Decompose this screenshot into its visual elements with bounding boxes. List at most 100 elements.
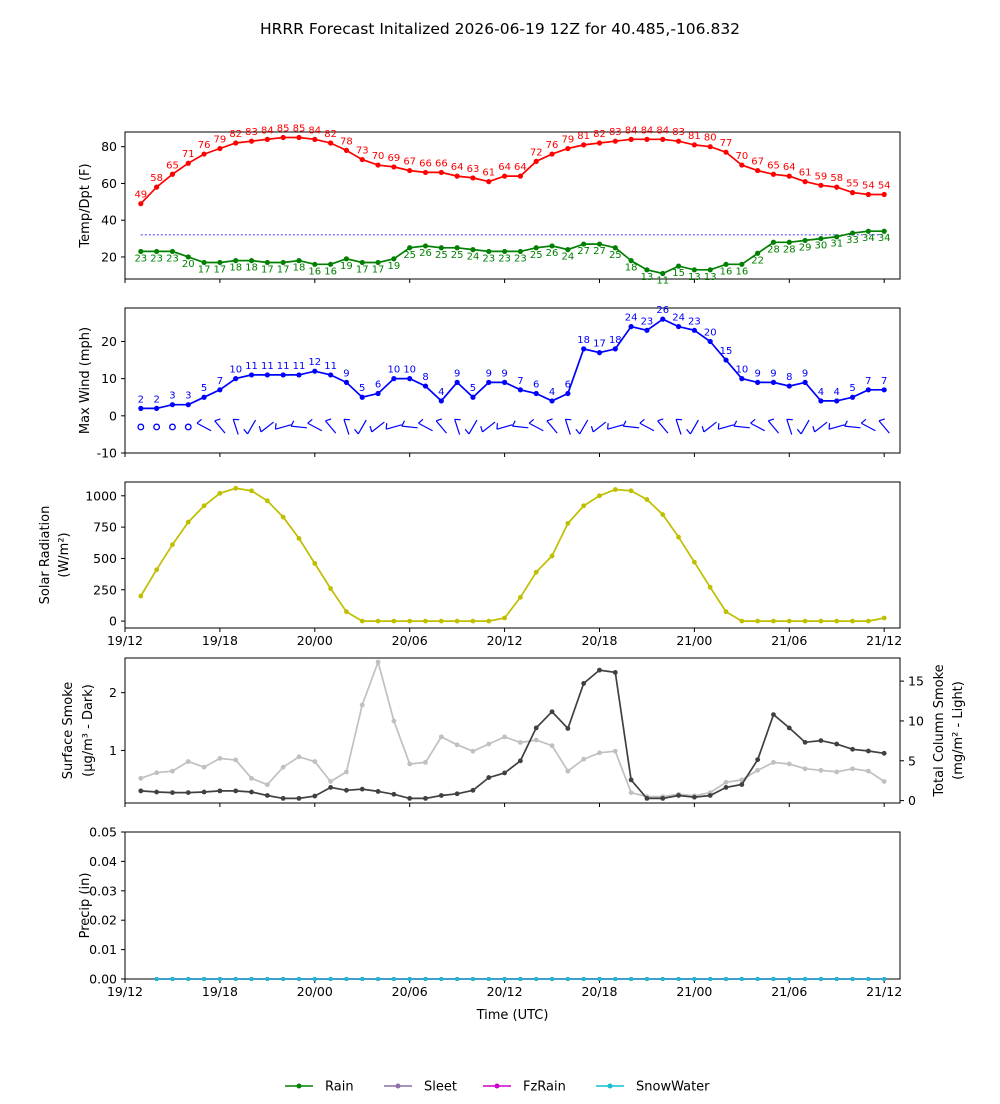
solar-series-point <box>850 619 855 624</box>
smoke-light-series-point <box>297 754 302 759</box>
temp-series-data-label: 82 <box>229 129 242 140</box>
wind-barb-icon <box>815 422 828 432</box>
y-tick-label: 40 <box>101 213 117 228</box>
wind-series-data-label: 9 <box>454 368 460 379</box>
smoke-light-series-point <box>882 779 887 784</box>
smoke-light-series-point <box>597 750 602 755</box>
y-tick-label: 0.05 <box>89 825 117 840</box>
temp-series-data-label: 67 <box>403 157 416 168</box>
dewpoint-series-data-label: 27 <box>577 246 590 257</box>
legend-label: Sleet <box>424 1080 457 1095</box>
smoke-dark-series-point <box>581 681 586 686</box>
solar-series-point <box>312 561 317 566</box>
solar-series-point <box>866 619 871 624</box>
temp-series-data-label: 84 <box>308 125 321 136</box>
wind-series-point <box>708 339 713 344</box>
temp-series-point <box>344 148 349 153</box>
y-tick-label: 10 <box>101 371 117 386</box>
temp-series-data-label: 58 <box>150 173 163 184</box>
wind-series-point <box>644 328 649 333</box>
wind-series-point <box>850 395 855 400</box>
dewpoint-series-data-label: 11 <box>656 275 669 286</box>
x-tick-label: 21/06 <box>771 633 807 648</box>
wind-series-data-label: 9 <box>770 368 776 379</box>
wind-barb-icon <box>248 420 256 434</box>
solar-series-point <box>550 554 555 559</box>
temp-series-point <box>882 192 887 197</box>
wind-barb-flag-icon <box>687 429 691 434</box>
smoke-dark-series-point <box>455 791 460 796</box>
y-tick-label: 0.04 <box>89 854 117 869</box>
smoke-light-series-point <box>376 660 381 665</box>
dewpoint-series-data-label: 18 <box>293 263 306 274</box>
x-tick-label: 20/18 <box>581 633 617 648</box>
wind-series-point <box>676 324 681 329</box>
snowwater-series-point <box>597 977 601 981</box>
x-tick-label: 20/06 <box>392 633 428 648</box>
smoke-light-series-point <box>217 756 222 761</box>
wind-series-point <box>233 376 238 381</box>
snowwater-series-point <box>202 977 206 981</box>
wind-series-data-label: 5 <box>359 383 365 394</box>
smoke-dark-series-point <box>312 794 317 799</box>
wind-barb-flag-icon <box>386 423 387 429</box>
solar-series-point <box>249 488 254 493</box>
solar-series <box>138 486 886 624</box>
temp-series-point <box>692 142 697 147</box>
wind-barb-flag-icon <box>370 426 372 432</box>
legend-swatch-marker <box>297 1084 302 1089</box>
solar-series-point <box>486 619 491 624</box>
dewpoint-series-data-label: 34 <box>862 233 875 244</box>
temp-series-data-label: 83 <box>609 127 622 138</box>
temp-series-data-label: 82 <box>593 129 606 140</box>
snowwater-series-point <box>835 977 839 981</box>
wind-series-point <box>249 372 254 377</box>
wind-barb-flag-icon <box>497 423 498 429</box>
smoke-dark-series-point <box>281 796 286 801</box>
smoke-light-series-point <box>486 742 491 747</box>
y-tick-label: 0.02 <box>89 913 117 928</box>
smoke-dark-series-point <box>787 726 792 731</box>
smoke-dark-series-point <box>803 740 808 745</box>
wind-barb-icon <box>593 422 606 432</box>
solar-series-point <box>439 619 444 624</box>
wind-series-point <box>518 387 523 392</box>
temp-series-point <box>708 144 713 149</box>
dewpoint-series-data-label: 17 <box>198 264 211 275</box>
dewpoint-series-data-label: 34 <box>878 233 891 244</box>
smoke-light-series-point <box>202 765 207 770</box>
wind-series-point <box>217 387 222 392</box>
panel-4-y2-label-unit: (mg/m² - Light) <box>951 681 966 780</box>
smoke-light-series-point <box>312 759 317 764</box>
smoke-light-series-point <box>138 776 143 781</box>
dewpoint-series-data-label: 28 <box>783 244 796 255</box>
smoke-dark-series-point <box>154 790 159 795</box>
solar-series-point <box>755 619 760 624</box>
solar-series-point <box>217 491 222 496</box>
temp-series-point <box>818 183 823 188</box>
snowwater-series-point <box>170 977 174 981</box>
wind-barb-icon <box>497 425 512 429</box>
temp-series-data-label: 76 <box>198 140 211 151</box>
wind-series-point <box>613 346 618 351</box>
temp-series-data-label: 70 <box>735 151 748 162</box>
panel-3-y-label-unit: (W/m²) <box>57 532 72 577</box>
wind-series-data-label: 17 <box>593 339 606 350</box>
wind-series-point <box>138 406 143 411</box>
dewpoint-series-data-label: 16 <box>324 266 337 277</box>
calm-barb-icon <box>185 424 191 430</box>
smoke-dark-series-point <box>534 726 539 731</box>
temp-series-point <box>138 201 143 206</box>
wind-series-data-label: 5 <box>849 383 855 394</box>
temp-series-point <box>502 174 507 179</box>
dewpoint-series-data-label: 24 <box>467 252 480 263</box>
solar-series-point <box>597 493 602 498</box>
smoke-dark-series-point <box>645 796 650 801</box>
wind-series-point <box>455 380 460 385</box>
temp-series-data-label: 63 <box>467 164 480 175</box>
temp-series-data-label: 78 <box>340 136 353 147</box>
wind-barb-icon <box>547 421 557 433</box>
x-tick-label: 20/00 <box>297 633 333 648</box>
wind-series-data-label: 18 <box>609 335 622 346</box>
